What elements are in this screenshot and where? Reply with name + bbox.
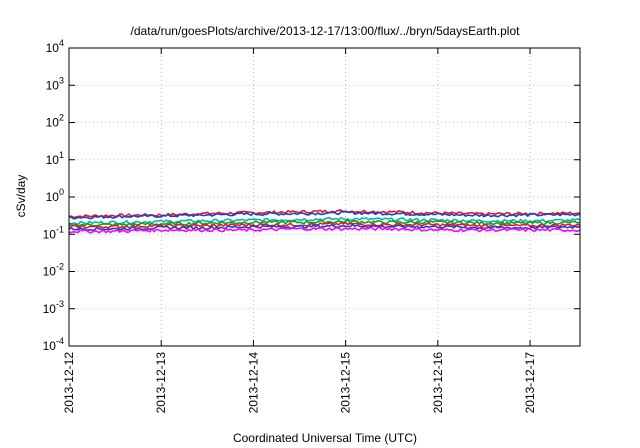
y-tick-exponent: -1	[56, 224, 64, 234]
series-group	[68, 209, 581, 234]
series-line-5	[68, 221, 581, 229]
series-line-6	[68, 223, 581, 232]
y-tick-label: 10-4	[43, 336, 64, 353]
y-tick-label: 10-1	[43, 224, 64, 241]
y-tick-label: 10-2	[43, 262, 64, 279]
x-tick-label: 2013-12-17	[523, 352, 537, 414]
y-tick-label: 10-3	[43, 299, 64, 316]
y-tick-exponent: 4	[59, 38, 64, 48]
y-tick-base: 10	[46, 78, 60, 92]
grid-lines	[69, 48, 580, 346]
x-tick-label: 2013-12-14	[246, 352, 260, 414]
series-line-4	[68, 219, 581, 227]
y-axis-label: cSv/day	[14, 175, 28, 218]
y-tick-base: 10	[43, 302, 57, 316]
y-tick-label: 102	[46, 113, 64, 130]
y-tick-base: 10	[46, 153, 60, 167]
x-tick-label: 2013-12-12	[62, 352, 76, 414]
y-tick-exponent: -2	[56, 262, 64, 272]
y-tick-exponent: -3	[56, 299, 64, 309]
y-tick-base: 10	[43, 227, 57, 241]
y-tick-label: 104	[46, 38, 64, 55]
x-tick-label: 2013-12-13	[154, 352, 168, 414]
x-tick-labels: 2013-12-12 2013-12-13 2013-12-14 2013-12-15…	[62, 48, 537, 413]
chart-title: /data/run/goesPlots/archive/2013-12-17/1…	[131, 24, 521, 38]
x-tick-label: 2013-12-16	[431, 352, 445, 414]
y-tick-label: 101	[46, 150, 64, 167]
series-line-7	[68, 226, 581, 234]
y-tick-label: 103	[46, 75, 64, 92]
y-tick-base: 10	[46, 116, 60, 130]
y-tick-base: 10	[46, 41, 60, 55]
y-tick-base: 10	[46, 190, 60, 204]
y-tick-exponent: 0	[59, 187, 64, 197]
y-tick-exponent: 1	[59, 150, 64, 160]
y-tick-label: 100	[46, 187, 64, 204]
x-axis-label: Coordinated Universal Time (UTC)	[233, 431, 417, 445]
y-tick-base: 10	[43, 339, 57, 353]
x-tick-label: 2013-12-15	[339, 352, 353, 414]
y-tick-exponent: 3	[59, 75, 64, 85]
y-tick-base: 10	[43, 265, 57, 279]
y-tick-exponent: 2	[59, 113, 64, 123]
series-line-2	[68, 210, 581, 220]
y-tick-exponent: -4	[56, 336, 64, 346]
